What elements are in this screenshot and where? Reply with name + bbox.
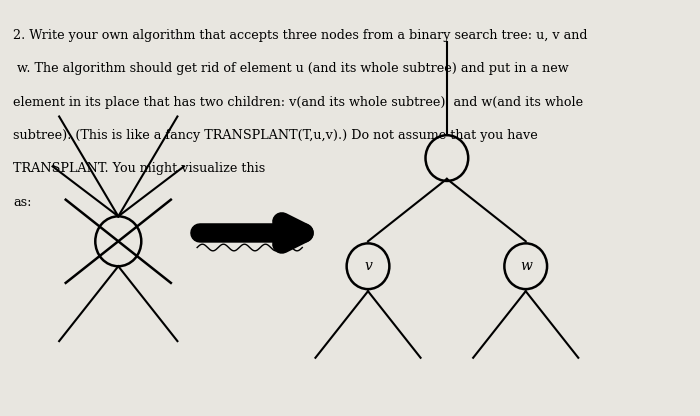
Text: w: w <box>520 259 532 273</box>
Ellipse shape <box>346 243 389 289</box>
Ellipse shape <box>505 243 547 289</box>
Text: w. The algorithm should get rid of element u (and its whole subtree) and put in : w. The algorithm should get rid of eleme… <box>13 62 569 75</box>
Ellipse shape <box>426 135 468 181</box>
Text: as:: as: <box>13 196 32 208</box>
Text: TRANSPLANT. You might visualize this: TRANSPLANT. You might visualize this <box>13 162 265 175</box>
Text: v: v <box>364 259 372 273</box>
Text: subtree). (This is like a fancy TRANSPLANT(T,u,v).) Do not assume that you have: subtree). (This is like a fancy TRANSPLA… <box>13 129 538 142</box>
Text: 2. Write your own algorithm that accepts three nodes from a binary search tree: : 2. Write your own algorithm that accepts… <box>13 29 587 42</box>
Text: element in its place that has two children: v(and its whole subtree)  and w(and : element in its place that has two childr… <box>13 96 583 109</box>
